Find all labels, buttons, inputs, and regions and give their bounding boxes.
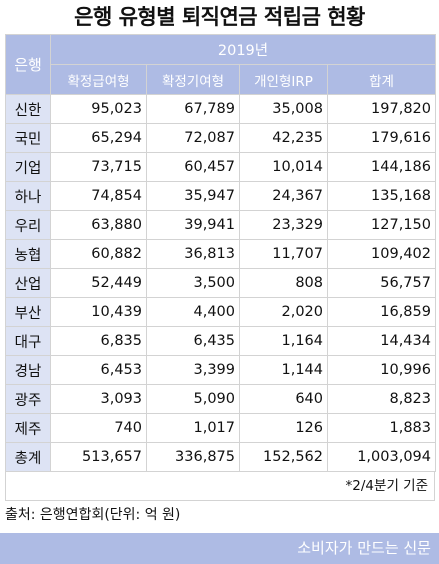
irp-value-cell: 1,144	[239, 355, 328, 385]
year-header: 2019년	[50, 34, 436, 65]
bank-name-cell: 하나	[5, 181, 51, 211]
source-text: 출처: 은행연합회(단위: 억 원)	[5, 507, 181, 523]
publisher-footer: 소비자가 만드는 신문	[0, 533, 439, 564]
dc-value-cell: 5,090	[146, 384, 240, 414]
irp-value-cell: 11,707	[239, 239, 328, 269]
total-value-cell: 14,434	[327, 326, 436, 356]
irp-value-cell: 808	[239, 268, 328, 298]
pension-table: 은행 2019년 확정급여형 확정기여형 개인형IRP 합계 신한 95,023 6…	[5, 34, 436, 472]
column-header-total: 합계	[327, 64, 436, 95]
irp-value-cell: 23,329	[239, 210, 328, 240]
irp-value-cell: 42,235	[239, 123, 328, 153]
db-value-cell: 95,023	[50, 94, 147, 124]
dc-value-cell: 1,017	[146, 413, 240, 443]
bank-name-cell: 총계	[5, 442, 51, 472]
db-value-cell: 10,439	[50, 297, 147, 327]
bank-name-cell: 부산	[5, 297, 51, 327]
dc-value-cell: 3,399	[146, 355, 240, 385]
irp-value-cell: 126	[239, 413, 328, 443]
irp-value-cell: 152,562	[239, 442, 328, 472]
db-value-cell: 6,453	[50, 355, 147, 385]
table-row: 총계 513,657 336,875 152,562 1,003,094	[5, 442, 436, 472]
dc-value-cell: 35,947	[146, 181, 240, 211]
irp-value-cell: 1,164	[239, 326, 328, 356]
total-value-cell: 127,150	[327, 210, 436, 240]
db-value-cell: 60,882	[50, 239, 147, 269]
dc-value-cell: 72,087	[146, 123, 240, 153]
total-value-cell: 10,996	[327, 355, 436, 385]
table-row: 농협 60,882 36,813 11,707 109,402	[5, 239, 436, 269]
total-value-cell: 197,820	[327, 94, 436, 124]
bank-name-cell: 국민	[5, 123, 51, 153]
total-value-cell: 16,859	[327, 297, 436, 327]
bank-name-cell: 신한	[5, 94, 51, 124]
total-value-cell: 1,883	[327, 413, 436, 443]
table-row: 광주 3,093 5,090 640 8,823	[5, 384, 436, 414]
total-value-cell: 1,003,094	[327, 442, 436, 472]
basis-note: *2/4분기 기준	[5, 472, 435, 501]
bank-column-header: 은행	[5, 34, 51, 95]
table-row: 신한 95,023 67,789 35,008 197,820	[5, 94, 436, 124]
bank-name-cell: 광주	[5, 384, 51, 414]
table-row: 산업 52,449 3,500 808 56,757	[5, 268, 436, 298]
total-value-cell: 109,402	[327, 239, 436, 269]
table-row: 제주 740 1,017 126 1,883	[5, 413, 436, 443]
db-value-cell: 65,294	[50, 123, 147, 153]
dc-value-cell: 67,789	[146, 94, 240, 124]
db-value-cell: 3,093	[50, 384, 147, 414]
column-header-db: 확정급여형	[50, 64, 147, 95]
table-row: 기업 73,715 60,457 10,014 144,186	[5, 152, 436, 182]
dc-value-cell: 39,941	[146, 210, 240, 240]
db-value-cell: 513,657	[50, 442, 147, 472]
bank-name-cell: 대구	[5, 326, 51, 356]
bank-name-cell: 제주	[5, 413, 51, 443]
bank-name-cell: 산업	[5, 268, 51, 298]
column-header-irp: 개인형IRP	[239, 64, 328, 95]
db-value-cell: 740	[50, 413, 147, 443]
total-value-cell: 8,823	[327, 384, 436, 414]
db-value-cell: 6,835	[50, 326, 147, 356]
table-row: 경남 6,453 3,399 1,144 10,996	[5, 355, 436, 385]
table-row: 우리 63,880 39,941 23,329 127,150	[5, 210, 436, 240]
dc-value-cell: 6,435	[146, 326, 240, 356]
total-value-cell: 144,186	[327, 152, 436, 182]
irp-value-cell: 640	[239, 384, 328, 414]
table-row: 국민 65,294 72,087 42,235 179,616	[5, 123, 436, 153]
bank-name-cell: 우리	[5, 210, 51, 240]
total-value-cell: 179,616	[327, 123, 436, 153]
bank-name-cell: 경남	[5, 355, 51, 385]
db-value-cell: 73,715	[50, 152, 147, 182]
bank-name-cell: 기업	[5, 152, 51, 182]
irp-value-cell: 24,367	[239, 181, 328, 211]
table-row: 하나 74,854 35,947 24,367 135,168	[5, 181, 436, 211]
dc-value-cell: 60,457	[146, 152, 240, 182]
dc-value-cell: 4,400	[146, 297, 240, 327]
db-value-cell: 63,880	[50, 210, 147, 240]
total-value-cell: 56,757	[327, 268, 436, 298]
table-body: 신한 95,023 67,789 35,008 197,820 국민 65,294 72,08…	[5, 94, 436, 472]
irp-value-cell: 10,014	[239, 152, 328, 182]
page-title: 은행 유형별 퇴직연금 적립금 현황	[74, 5, 365, 29]
db-value-cell: 52,449	[50, 268, 147, 298]
dc-value-cell: 3,500	[146, 268, 240, 298]
column-header-dc: 확정기여형	[146, 64, 240, 95]
total-value-cell: 135,168	[327, 181, 436, 211]
table-row: 대구 6,835 6,435 1,164 14,434	[5, 326, 436, 356]
irp-value-cell: 2,020	[239, 297, 328, 327]
dc-value-cell: 36,813	[146, 239, 240, 269]
db-value-cell: 74,854	[50, 181, 147, 211]
table-row: 부산 10,439 4,400 2,020 16,859	[5, 297, 436, 327]
irp-value-cell: 35,008	[239, 94, 328, 124]
dc-value-cell: 336,875	[146, 442, 240, 472]
bank-name-cell: 농협	[5, 239, 51, 269]
